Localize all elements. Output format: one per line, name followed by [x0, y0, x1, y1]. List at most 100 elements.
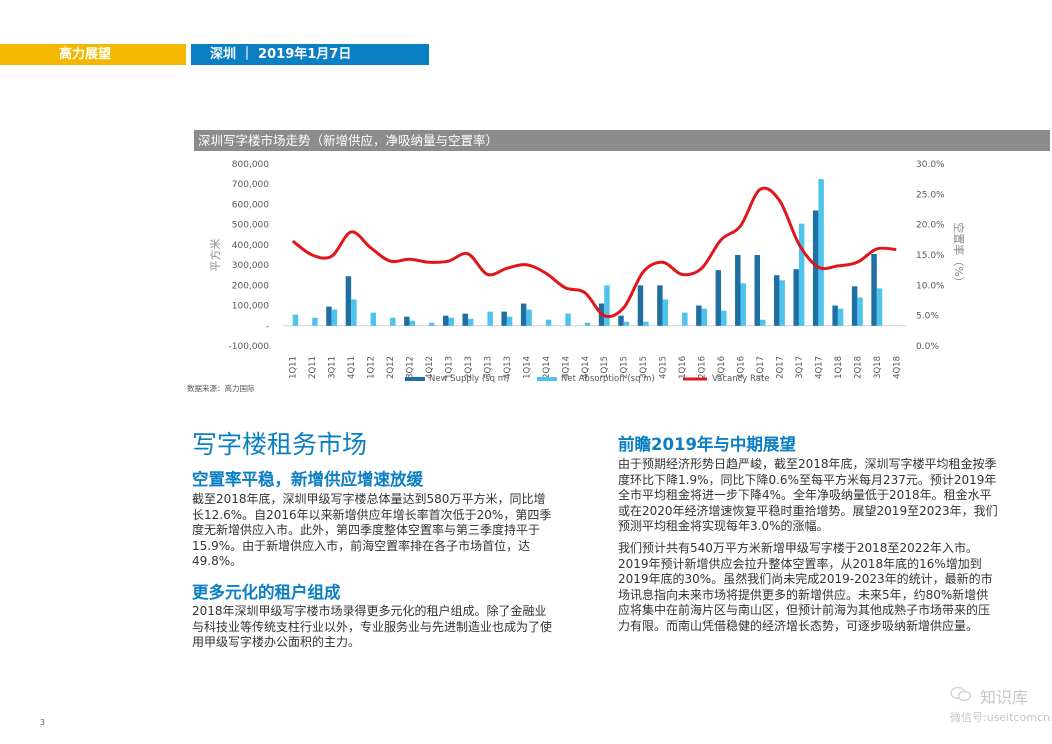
wechat-icon — [950, 686, 972, 702]
paragraph-tenants: 2018年深圳甲级写字楼市场录得更多元化的租户组成。除了金融业与科技业等传统支柱… — [192, 604, 553, 649]
bar-net-absorption — [409, 320, 415, 326]
bar-net-absorption — [662, 299, 669, 326]
x-tick-label: 4Q15 — [659, 356, 669, 379]
bar-net-absorption — [779, 280, 785, 326]
header-city-banner: 深圳 ｜ 2019年1月7日 — [191, 44, 429, 65]
x-tick-label: 2Q12 — [386, 356, 396, 379]
bar-net-absorption — [526, 309, 532, 326]
paragraph-vacancy: 截至2018年底，深圳甲级写字楼总体量达到580万平方米，同比增长12.6%。自… — [192, 492, 552, 568]
bar-net-absorption — [759, 319, 766, 326]
chart-title: 深圳写字楼市场走势（新增供应，净吸纳量与空置率） — [198, 133, 498, 148]
bar-new-supply — [832, 305, 838, 326]
bar-net-absorption — [876, 288, 883, 326]
bar-net-absorption — [837, 308, 844, 326]
x-tick-label: 2Q13 — [464, 356, 474, 379]
legend-label-new-supply: New Supply (sq m) — [429, 374, 509, 384]
legend-swatch-net-absorption — [537, 377, 557, 381]
bar-new-supply — [735, 255, 741, 326]
bar-net-absorption — [487, 311, 493, 326]
legend-label-vacancy: Vacancy Rate — [712, 374, 770, 384]
left-axis-tick: 300,000 — [232, 261, 269, 271]
watermark-sub: 微信号:useitcomcn — [950, 711, 1051, 724]
x-tick-label: 1Q16 — [678, 356, 688, 379]
bar-net-absorption — [818, 179, 824, 326]
x-tick-label: 2Q15 — [620, 356, 630, 379]
chart-title-bar — [194, 130, 1050, 151]
header-brand-banner: 高力展望 — [0, 44, 186, 65]
legend-label-net-absorption: Net Absorption (sq m) — [561, 374, 655, 384]
right-axis-tick: 10.0% — [916, 281, 945, 291]
bar-net-absorption — [545, 319, 552, 326]
bar-net-absorption — [857, 297, 863, 326]
bar-net-absorption — [467, 318, 474, 326]
x-tick-label: 1Q11 — [289, 356, 299, 379]
bar-net-absorption — [798, 223, 805, 326]
x-tick-label: 2Q11 — [308, 356, 318, 379]
legend-swatch-new-supply — [405, 377, 425, 381]
bar-new-supply — [871, 253, 877, 326]
left-axis-tick: 600,000 — [232, 200, 269, 210]
left-axis-tick: - — [266, 322, 269, 332]
bar-new-supply — [851, 286, 858, 326]
heading-tenants: 更多元化的租户组成 — [192, 583, 341, 602]
x-tick-label: 2Q14 — [542, 356, 552, 379]
right-axis-tick: 0.0% — [916, 342, 939, 352]
heading-outlook: 前瞻2019年与中期展望 — [618, 435, 796, 454]
left-axis-tick: 400,000 — [232, 241, 269, 251]
left-axis-tick: 800,000 — [232, 160, 269, 170]
bar-net-absorption — [701, 308, 708, 326]
left-axis-tick: 500,000 — [232, 221, 269, 231]
watermark-name: 知识库 — [980, 688, 1029, 707]
left-axis-tick: 100,000 — [232, 302, 269, 312]
bar-new-supply — [501, 311, 507, 326]
bar-new-supply — [754, 255, 760, 326]
bar-net-absorption — [506, 316, 513, 326]
paragraph-outlook-supply: 我们预计共有540万平方米新增甲级写字楼于2018至2022年入市。2019年预… — [618, 541, 993, 633]
x-tick-label: 2Q16 — [698, 356, 708, 379]
x-tick-label: 1Q13 — [444, 356, 454, 379]
bar-net-absorption — [331, 309, 338, 326]
right-axis-tick: 30.0% — [916, 160, 945, 170]
x-tick-label: 3Q15 — [639, 356, 649, 379]
bar-net-absorption — [740, 283, 746, 326]
vacancy-rate-line — [291, 186, 897, 319]
x-tick-label: 3Q13 — [483, 356, 493, 379]
bar-net-absorption — [448, 317, 454, 326]
bar-new-supply — [657, 285, 663, 326]
bar-new-supply — [793, 269, 799, 326]
bar-new-supply — [520, 303, 527, 326]
market-trend-chart: 深圳写字楼市场走势（新增供应，净吸纳量与空置率）-100,000-100,000… — [194, 130, 1050, 384]
left-axis-title: 平方米 — [208, 239, 222, 272]
x-tick-label: 3Q16 — [717, 356, 727, 379]
bar-net-absorption — [390, 317, 396, 326]
left-axis-tick: -100,000 — [229, 342, 270, 352]
x-tick-label: 4Q16 — [737, 356, 747, 379]
x-tick-label: 3Q12 — [406, 356, 416, 379]
bar-net-absorption — [292, 314, 299, 326]
x-tick-label: 4Q17 — [814, 356, 824, 379]
paragraph-outlook-rent: 由于预期经济形势日趋严峻，截至2018年底，深圳写字楼平均租金按季度环比下降1.… — [618, 457, 998, 533]
bar-net-absorption — [565, 313, 571, 326]
bar-new-supply — [812, 210, 819, 326]
left-axis-tick: 200,000 — [232, 281, 269, 291]
x-tick-label: 1Q18 — [834, 356, 844, 379]
bar-new-supply — [462, 313, 468, 326]
bar-net-absorption — [351, 299, 357, 326]
bar-net-absorption — [370, 312, 377, 326]
bar-new-supply — [618, 315, 624, 326]
header-brand: 高力展望 — [58, 47, 111, 62]
header-city-date: 深圳 ｜ 2019年1月7日 — [210, 47, 352, 62]
page-number: 3 — [40, 718, 46, 727]
x-tick-label: 2Q18 — [853, 356, 863, 379]
x-tick-label: 3Q14 — [561, 356, 571, 379]
bar-new-supply — [404, 316, 410, 326]
bar-new-supply — [696, 305, 702, 326]
right-axis-tick: 15.0% — [916, 251, 945, 261]
x-tick-label: 4Q11 — [347, 356, 357, 379]
section-title-leasing: 写字楼租务市场 — [192, 430, 368, 459]
bar-new-supply — [345, 276, 352, 326]
right-axis-tick: 20.0% — [916, 221, 945, 231]
bar-new-supply — [326, 306, 332, 326]
bar-net-absorption — [623, 321, 630, 326]
bar-net-absorption — [584, 322, 591, 326]
